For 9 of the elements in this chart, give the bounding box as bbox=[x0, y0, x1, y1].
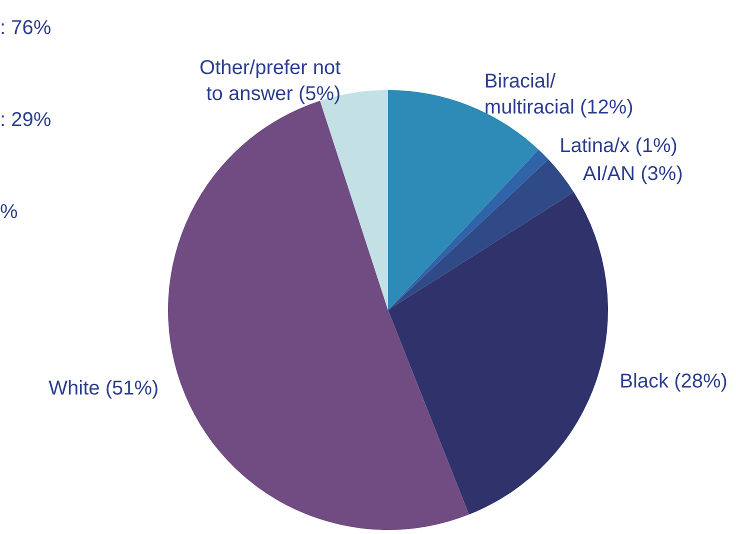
text: % bbox=[0, 201, 18, 223]
slice-label: AI/AN (3%) bbox=[582, 162, 683, 185]
slice-label: White (51%) bbox=[48, 378, 159, 400]
slice-label: Black (28%) bbox=[620, 370, 728, 393]
text: : 76% bbox=[0, 17, 52, 39]
text: : 29% bbox=[0, 109, 52, 131]
slice-label: Latina/x (1%) bbox=[560, 134, 678, 157]
slice-label: Other/prefer not to answer (5%) bbox=[200, 56, 342, 105]
slice-label: Biracial/ multiracial (12%) bbox=[484, 70, 634, 118]
